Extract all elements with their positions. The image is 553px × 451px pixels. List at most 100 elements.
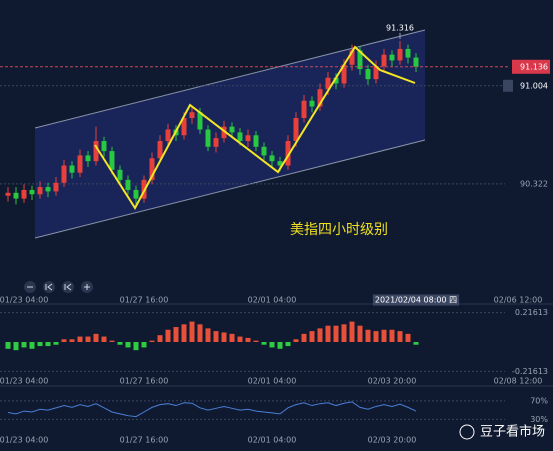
candle-body (5, 192, 11, 196)
macd-bar (381, 329, 387, 342)
macd-bar (373, 331, 379, 342)
x-tick-label: 01/27 16:00 (120, 436, 169, 445)
zoom-controls[interactable] (24, 281, 93, 293)
candle-body (149, 158, 155, 180)
candle-body (93, 141, 99, 162)
x-tick-label: 02/03 20:00 (368, 377, 417, 386)
annotation: 美指四小时级别 (290, 222, 388, 238)
macd-bar (141, 342, 147, 348)
candle-body (13, 192, 19, 199)
macd-bar (213, 331, 219, 342)
candle-body (341, 64, 347, 84)
macd-bar (45, 342, 51, 347)
candle-body (117, 169, 123, 180)
channel-lower (34, 139, 426, 239)
x-tick-label: 01/27 16:00 (120, 377, 169, 386)
candle-body (125, 179, 131, 190)
candle-body (133, 189, 139, 199)
macd-bar (133, 342, 139, 351)
x-tick-label: 02/01 04:00 (248, 377, 297, 386)
candle-body (269, 155, 275, 162)
macd-bar (237, 336, 243, 342)
candle-body (53, 182, 59, 192)
high-marker-label: 91.316 (386, 23, 414, 32)
candle-body (85, 155, 91, 162)
candle-body (389, 54, 395, 61)
candle-body (181, 118, 187, 136)
candle-body (301, 100, 307, 118)
macd-bar (165, 329, 171, 342)
candle-body (245, 135, 251, 142)
macd-bar (61, 339, 67, 342)
y-tick-label: 30% (530, 415, 548, 424)
candle-body (165, 129, 171, 142)
candle-body (157, 141, 163, 159)
macd-bar (389, 329, 395, 342)
candle-body (349, 50, 355, 65)
candle-body (37, 187, 43, 195)
candle-body (61, 165, 67, 183)
x-tick-label: 02/01 04:00 (248, 436, 297, 445)
macd-bar (349, 321, 355, 342)
y-tick-label: -0.21613 (512, 367, 548, 376)
macd-bar (397, 331, 403, 342)
macd-bar (157, 335, 163, 342)
x-tick-label: 02/06 12:00 (494, 296, 543, 305)
macd-bar (125, 342, 131, 348)
macd-bar (261, 342, 267, 345)
candle-body (309, 100, 315, 107)
price-box (503, 79, 513, 92)
macd-bar (405, 333, 411, 342)
macd-bar (317, 328, 323, 342)
macd-bar (69, 339, 75, 342)
x-tick-label: 01/23 04:00 (0, 436, 48, 445)
macd-bar (53, 342, 59, 345)
y-tick-label: 70% (530, 396, 548, 405)
candle-body (357, 50, 363, 70)
candle-body (261, 146, 267, 156)
candle-body (333, 77, 339, 84)
candle-body (229, 126, 235, 133)
candle-body (205, 129, 211, 147)
candle-body (69, 165, 75, 173)
candle-body (277, 161, 283, 166)
channel (35, 30, 425, 238)
macd-bar (269, 342, 275, 348)
macd-bar (245, 337, 251, 342)
macd-bar (13, 342, 19, 351)
x-tick-label: 01/23 04:00 (0, 296, 48, 305)
current-price-label: 91.136 (520, 62, 548, 71)
macd-bar (221, 332, 227, 342)
macd-bar (205, 328, 211, 342)
candle-body (405, 48, 411, 58)
macd-bar (253, 340, 259, 342)
macd-bar (77, 336, 83, 342)
candle-body (21, 189, 27, 199)
macd-bar (197, 324, 203, 342)
x-tick-label: 02/03 20:00 (368, 436, 417, 445)
macd-bar (285, 342, 291, 347)
macd-bar (29, 342, 35, 349)
macd-bar (341, 324, 347, 342)
macd-bar (117, 342, 123, 345)
candle-body (365, 69, 371, 80)
x-tick-label: 02/08 12:00 (494, 377, 543, 386)
macd-bar (93, 333, 99, 342)
candle-body (317, 89, 323, 107)
candle-body (101, 141, 107, 152)
macd-bar (181, 324, 187, 342)
macd-bar (37, 342, 43, 347)
candle-body (213, 138, 219, 147)
macd-bar (333, 325, 339, 342)
candle-body (237, 132, 243, 142)
macd-bar (21, 342, 27, 348)
candle-body (381, 54, 387, 67)
candle-body (45, 187, 51, 192)
macd-bar (173, 327, 179, 342)
macd-bar (413, 342, 419, 345)
macd-bar (149, 340, 155, 342)
candle-body (373, 66, 379, 80)
macd-bar (229, 333, 235, 342)
current-price-box (512, 59, 550, 74)
